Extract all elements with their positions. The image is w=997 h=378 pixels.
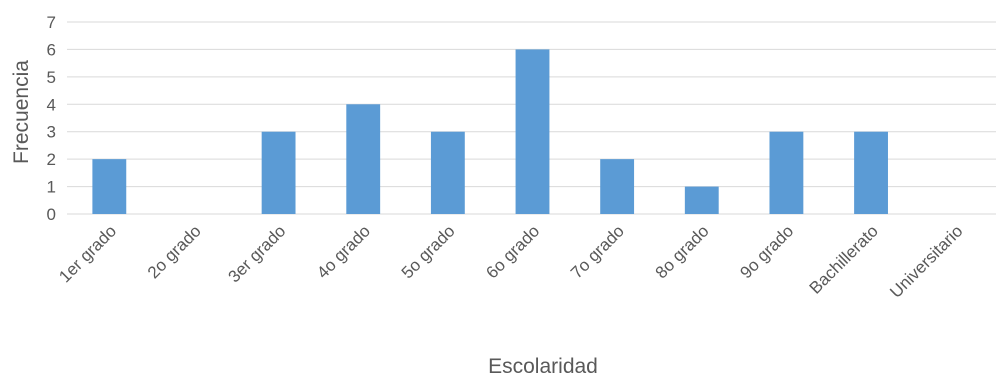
- bar: [430, 131, 465, 214]
- bar: [515, 49, 550, 214]
- x-tick-label: 1er grado: [55, 221, 120, 286]
- bar: [769, 131, 804, 214]
- x-tick-label: 8o grado: [652, 221, 713, 282]
- x-axis-title: Escolaridad: [488, 355, 598, 378]
- bar: [600, 159, 635, 214]
- bar: [346, 104, 381, 214]
- x-tick-label: 7o grado: [567, 221, 628, 282]
- y-tick-label: 7: [47, 13, 56, 32]
- y-axis-title: Frecuencia: [10, 60, 33, 164]
- bar: [854, 131, 888, 214]
- y-tick-label: 0: [47, 205, 56, 224]
- bar: [684, 186, 719, 214]
- x-tick-label: 2o grado: [144, 221, 205, 282]
- x-tick-label: 9o grado: [736, 221, 797, 282]
- y-axis-ticks: 0 1 2 3 4 5 6 7: [47, 13, 56, 224]
- y-tick-label: 2: [47, 150, 56, 169]
- x-tick-label: 4o grado: [313, 221, 374, 282]
- bar: [92, 159, 127, 214]
- y-tick-label: 1: [47, 178, 56, 197]
- bar: [261, 131, 296, 214]
- y-tick-label: 6: [47, 40, 56, 59]
- x-tick-label: 6o grado: [482, 221, 543, 282]
- x-tick-label: Universitario: [886, 221, 966, 301]
- y-tick-label: 4: [47, 95, 56, 114]
- x-tick-label: 3er grado: [225, 221, 290, 286]
- x-tick-label: 5o grado: [398, 221, 459, 282]
- x-tick-label: Bachillerato: [806, 221, 882, 297]
- bars: [92, 49, 888, 214]
- y-tick-label: 3: [47, 123, 56, 142]
- x-axis-ticks: 1er grado 2o grado 3er grado 4o grado 5o gra…: [55, 221, 966, 301]
- y-tick-label: 5: [47, 68, 56, 87]
